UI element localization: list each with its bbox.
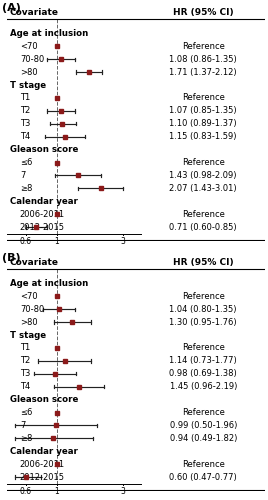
Text: T3: T3	[20, 120, 30, 128]
Text: 1.45 (0.96-2.19): 1.45 (0.96-2.19)	[170, 382, 237, 391]
Text: Calendar year: Calendar year	[10, 447, 77, 456]
Text: <70: <70	[20, 42, 38, 51]
Text: Gleason score: Gleason score	[10, 395, 78, 404]
Text: T4: T4	[20, 382, 30, 391]
Text: Reference: Reference	[182, 292, 225, 301]
Text: 2012-2015: 2012-2015	[20, 472, 65, 482]
Text: 0.71 (0.60-0.85): 0.71 (0.60-0.85)	[169, 222, 237, 232]
Text: 0.60 (0.47-0.77): 0.60 (0.47-0.77)	[169, 472, 237, 482]
Text: T stage: T stage	[10, 80, 46, 90]
Text: 2006-2011: 2006-2011	[20, 460, 65, 468]
Text: 2006-2011: 2006-2011	[20, 210, 65, 218]
Text: 1.10 (0.89-1.37): 1.10 (0.89-1.37)	[169, 120, 237, 128]
Text: Reference: Reference	[182, 158, 225, 167]
Text: T stage: T stage	[10, 330, 46, 340]
Text: T1: T1	[20, 344, 30, 352]
Text: HR (95% CI): HR (95% CI)	[173, 8, 233, 18]
Text: Reference: Reference	[182, 42, 225, 51]
Text: 2012-2015: 2012-2015	[20, 222, 65, 232]
Text: 3: 3	[121, 237, 125, 246]
Text: T1: T1	[20, 94, 30, 102]
Text: 1.04 (0.80-1.35): 1.04 (0.80-1.35)	[169, 305, 237, 314]
Text: T2: T2	[20, 106, 30, 116]
Text: ≥8: ≥8	[20, 184, 32, 193]
Text: ≤6: ≤6	[20, 408, 32, 417]
Text: 70-80: 70-80	[20, 55, 44, 64]
Text: (B): (B)	[2, 254, 20, 264]
Text: 7: 7	[20, 171, 25, 180]
Text: 1.71 (1.37-2.12): 1.71 (1.37-2.12)	[169, 68, 237, 76]
Text: Gleason score: Gleason score	[10, 145, 78, 154]
Text: Reference: Reference	[182, 210, 225, 218]
Text: 1.07 (0.85-1.35): 1.07 (0.85-1.35)	[169, 106, 237, 116]
Text: 7: 7	[20, 421, 25, 430]
Text: T2: T2	[20, 356, 30, 366]
Text: Age at inclusion: Age at inclusion	[10, 29, 88, 38]
Text: 0.98 (0.69-1.38): 0.98 (0.69-1.38)	[169, 370, 237, 378]
Text: T3: T3	[20, 370, 30, 378]
Text: >80: >80	[20, 68, 38, 76]
Text: 3: 3	[121, 487, 125, 496]
Text: HR (95% CI): HR (95% CI)	[173, 258, 233, 268]
Text: 1.08 (0.86-1.35): 1.08 (0.86-1.35)	[169, 55, 237, 64]
Text: 1.43 (0.98-2.09): 1.43 (0.98-2.09)	[169, 171, 237, 180]
Text: (A): (A)	[2, 4, 21, 14]
Text: 1: 1	[54, 487, 59, 496]
Text: Covariate: Covariate	[10, 8, 58, 18]
Text: Age at inclusion: Age at inclusion	[10, 279, 88, 288]
Text: 1.14 (0.73-1.77): 1.14 (0.73-1.77)	[169, 356, 237, 366]
Text: Reference: Reference	[182, 408, 225, 417]
Text: 0.99 (0.50-1.96): 0.99 (0.50-1.96)	[170, 421, 237, 430]
Text: Calendar year: Calendar year	[10, 197, 77, 206]
Text: Reference: Reference	[182, 94, 225, 102]
Text: 0.6: 0.6	[20, 487, 32, 496]
Text: Reference: Reference	[182, 344, 225, 352]
Text: >80: >80	[20, 318, 38, 326]
Text: 1.30 (0.95-1.76): 1.30 (0.95-1.76)	[169, 318, 237, 326]
Text: 0.94 (0.49-1.82): 0.94 (0.49-1.82)	[170, 434, 237, 443]
Text: Reference: Reference	[182, 460, 225, 468]
Text: 1: 1	[54, 237, 59, 246]
Text: 2.07 (1.43-3.01): 2.07 (1.43-3.01)	[169, 184, 237, 193]
Text: 0.6: 0.6	[20, 237, 32, 246]
Text: 1.15 (0.83-1.59): 1.15 (0.83-1.59)	[169, 132, 237, 141]
Text: 70-80: 70-80	[20, 305, 44, 314]
Text: T4: T4	[20, 132, 30, 141]
Text: ≥8: ≥8	[20, 434, 32, 443]
Text: <70: <70	[20, 292, 38, 301]
Text: ≤6: ≤6	[20, 158, 32, 167]
Text: Covariate: Covariate	[10, 258, 58, 268]
